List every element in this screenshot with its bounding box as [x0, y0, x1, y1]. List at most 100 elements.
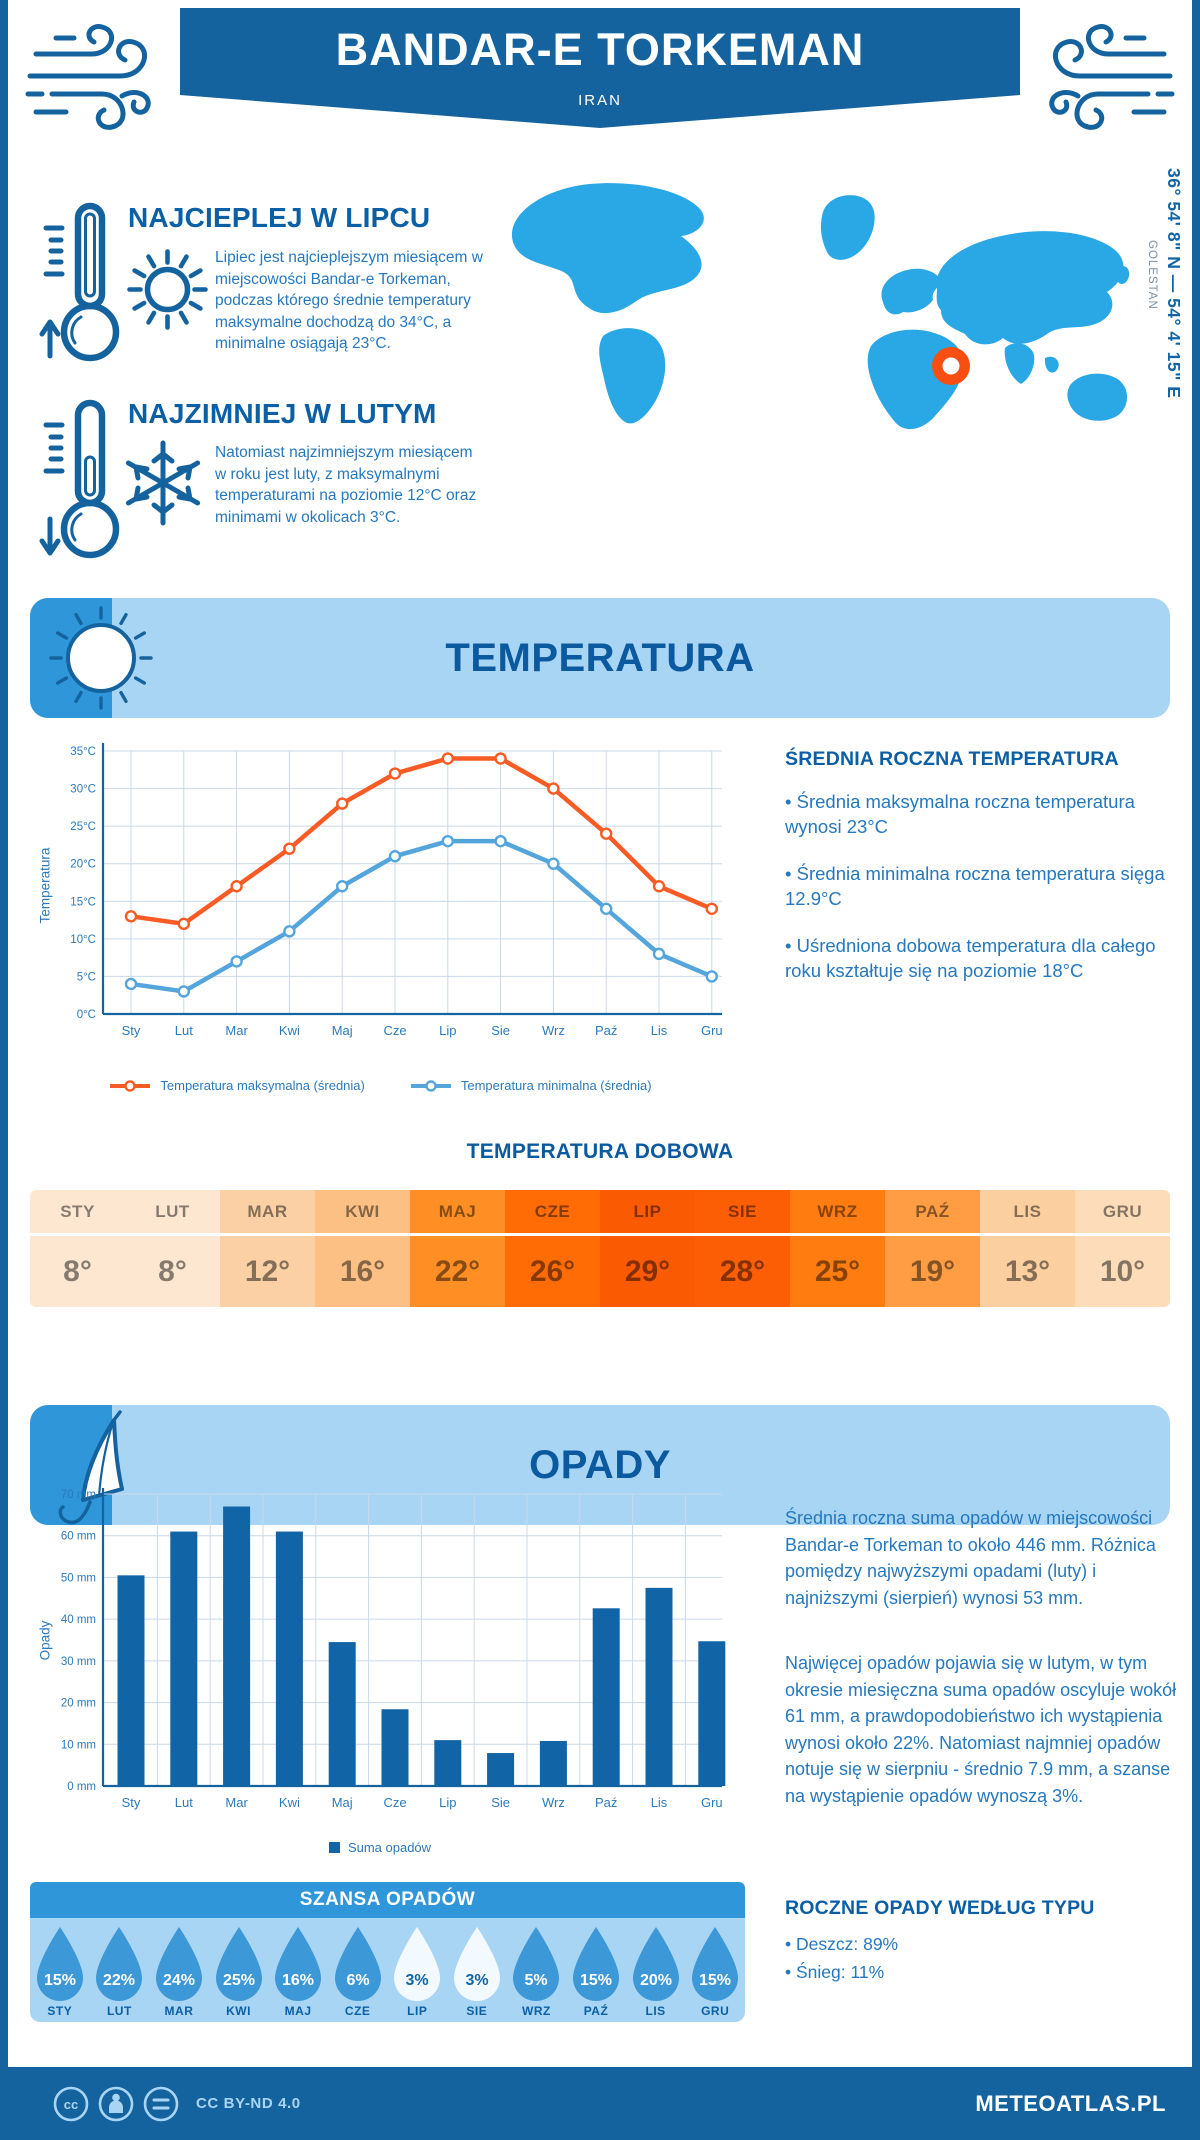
- data-point: [494, 834, 507, 848]
- precipitation-section-title: OPADY: [529, 1442, 671, 1487]
- daily-temp-month: STY: [30, 1190, 125, 1236]
- y-tick-label: 10 mm: [61, 1739, 96, 1751]
- droplet-icon: 6%: [334, 1927, 381, 2001]
- x-tick-label: Sty: [122, 1023, 141, 1038]
- x-tick-label: Cze: [383, 1795, 406, 1810]
- data-point: [441, 752, 454, 765]
- legend-item: Temperatura minimalna (średnia): [409, 1078, 652, 1093]
- legend-label: Temperatura minimalna (średnia): [460, 1078, 652, 1093]
- chance-month: MAR: [164, 2004, 194, 2018]
- chance-value: 6%: [346, 1972, 369, 1989]
- chance-value: 5%: [525, 1972, 548, 1989]
- annual-temp-bullet: • Uśredniona dobowa temperatura dla całe…: [785, 935, 1156, 981]
- daily-temp-month: CZE: [505, 1190, 600, 1236]
- daily-temp-table: STY 8° LUT 8° MAR 12° KWI 16° MAJ 22° CZE 26° LIP 29°…: [30, 1190, 1170, 1307]
- bar: [592, 1608, 620, 1786]
- temperature-section-title: TEMPERATURA: [445, 635, 755, 680]
- y-tick-label: 0°C: [77, 1009, 96, 1021]
- daily-temp-value: 8°: [158, 1254, 187, 1288]
- chance-month: KWI: [226, 2004, 251, 2018]
- daily-temp-month: GRU: [1075, 1190, 1170, 1236]
- site-label: METEOATLAS.PL: [975, 2090, 1166, 2116]
- umbrella-icon: [58, 1410, 124, 1525]
- x-tick-label: Mar: [225, 1795, 248, 1810]
- chance-panel: 15% STY 22% LUT 24% MAR 25% KWI 16% MAJ 6% CZE 3% LIP…: [30, 1918, 745, 2022]
- warmest-text: Lipiec jest najcieplejszym miesiącem w m…: [215, 249, 483, 352]
- chance-value: 3%: [465, 1972, 488, 1989]
- chance-title: SZANSA OPADÓW: [30, 1882, 745, 1918]
- annual-temp-bullet: • Średnia maksymalna roczna temperatura …: [785, 791, 1135, 837]
- daily-temp-value: 13°: [1004, 1254, 1051, 1288]
- bar: [698, 1641, 726, 1786]
- daily-temp-value: 22°: [434, 1254, 481, 1288]
- bar: [170, 1531, 198, 1786]
- x-tick-label: Lip: [439, 1023, 456, 1038]
- line-series: [128, 756, 715, 927]
- y-tick-label: 30 mm: [61, 1656, 96, 1668]
- x-tick-label: Sie: [491, 1795, 510, 1810]
- bar: [381, 1709, 409, 1786]
- data-point: [283, 842, 296, 855]
- y-tick-label: 60 mm: [61, 1531, 96, 1543]
- daily-temp-value: 26°: [529, 1254, 576, 1288]
- daily-temp-cell: SIE 28°: [695, 1190, 790, 1307]
- daily-temp-cell: WRZ 25°: [790, 1190, 885, 1307]
- daily-temp-cell: PAŹ 19°: [885, 1190, 980, 1307]
- daily-temp-month: MAR: [220, 1190, 315, 1236]
- coldest-title: NAJZIMNIEJ W LUTYM: [128, 398, 437, 429]
- daily-temp-cell: LIP 29°: [600, 1190, 695, 1307]
- data-point: [388, 849, 402, 863]
- chance-value: 20%: [640, 1972, 672, 1989]
- bar: [539, 1740, 567, 1786]
- chance-month: PAŹ: [583, 2004, 609, 2018]
- world-map: [511, 183, 1130, 430]
- daily-temp-cell: LIS 13°: [980, 1190, 1075, 1307]
- droplet-icon: 3%: [394, 1927, 441, 2001]
- data-point: [336, 880, 349, 893]
- chance-month: MAJ: [284, 2004, 312, 2018]
- chance-value: 16%: [282, 1972, 314, 1989]
- precip-types-title: ROCZNE OPADY WEDŁUG TYPU: [785, 1897, 1095, 1919]
- y-tick-label: 20°C: [70, 859, 96, 871]
- data-point: [652, 880, 666, 893]
- daily-temp-value: 8°: [63, 1254, 92, 1288]
- y-tick-label: 40 mm: [61, 1614, 96, 1626]
- bar: [487, 1753, 515, 1786]
- temperature-chart-legend: Temperatura maksymalna (średnia) Temperat…: [30, 1078, 730, 1093]
- daily-temp-value: 25°: [814, 1254, 861, 1288]
- chance-droplet-cell: 15% STY: [30, 1925, 90, 2022]
- bar: [434, 1740, 462, 1786]
- daily-temp-cell: MAR 12°: [220, 1190, 315, 1307]
- daily-temp-month: SIE: [695, 1190, 790, 1236]
- daily-temp-value: 19°: [909, 1254, 956, 1288]
- chance-value: 15%: [699, 1972, 731, 1989]
- chance-value: 3%: [406, 1972, 429, 1989]
- droplet-icon: 15%: [692, 1927, 739, 2001]
- precip-paragraph: Najwięcej opadów pojawia się w lutym, w …: [785, 1653, 1177, 1806]
- x-tick-label: Wrz: [542, 1795, 565, 1810]
- daily-temp-cell: STY 8°: [30, 1190, 125, 1307]
- data-point: [177, 917, 191, 931]
- y-tick-label: 50 mm: [61, 1572, 96, 1584]
- x-tick-label: Lip: [439, 1795, 456, 1810]
- data-point: [283, 925, 296, 938]
- chance-droplet-cell: 22% LUT: [90, 1925, 150, 2022]
- daily-temp-title: TEMPERATURA DOBOWA: [466, 1140, 734, 1163]
- data-point: [600, 902, 613, 916]
- data-point: [600, 827, 613, 840]
- data-point: [177, 985, 191, 998]
- province-label: GOLESTAN: [1146, 240, 1158, 310]
- daily-temp-cell: KWI 16°: [315, 1190, 410, 1307]
- chance-month: LIP: [407, 2004, 428, 2018]
- svg-text:cc: cc: [64, 2097, 78, 2112]
- y-tick-label: 70 mm: [61, 1489, 96, 1501]
- x-tick-label: Paź: [595, 1795, 617, 1810]
- temperature-section-banner: TEMPERATURA: [30, 598, 1170, 718]
- data-point: [230, 955, 243, 968]
- y-tick-label: 35°C: [70, 746, 96, 758]
- location-marker: [932, 347, 970, 385]
- thermometer-up-icon: [39, 202, 120, 362]
- data-point: [494, 752, 507, 765]
- title-banner: BANDAR-E TORKEMAN IRAN: [180, 8, 1020, 128]
